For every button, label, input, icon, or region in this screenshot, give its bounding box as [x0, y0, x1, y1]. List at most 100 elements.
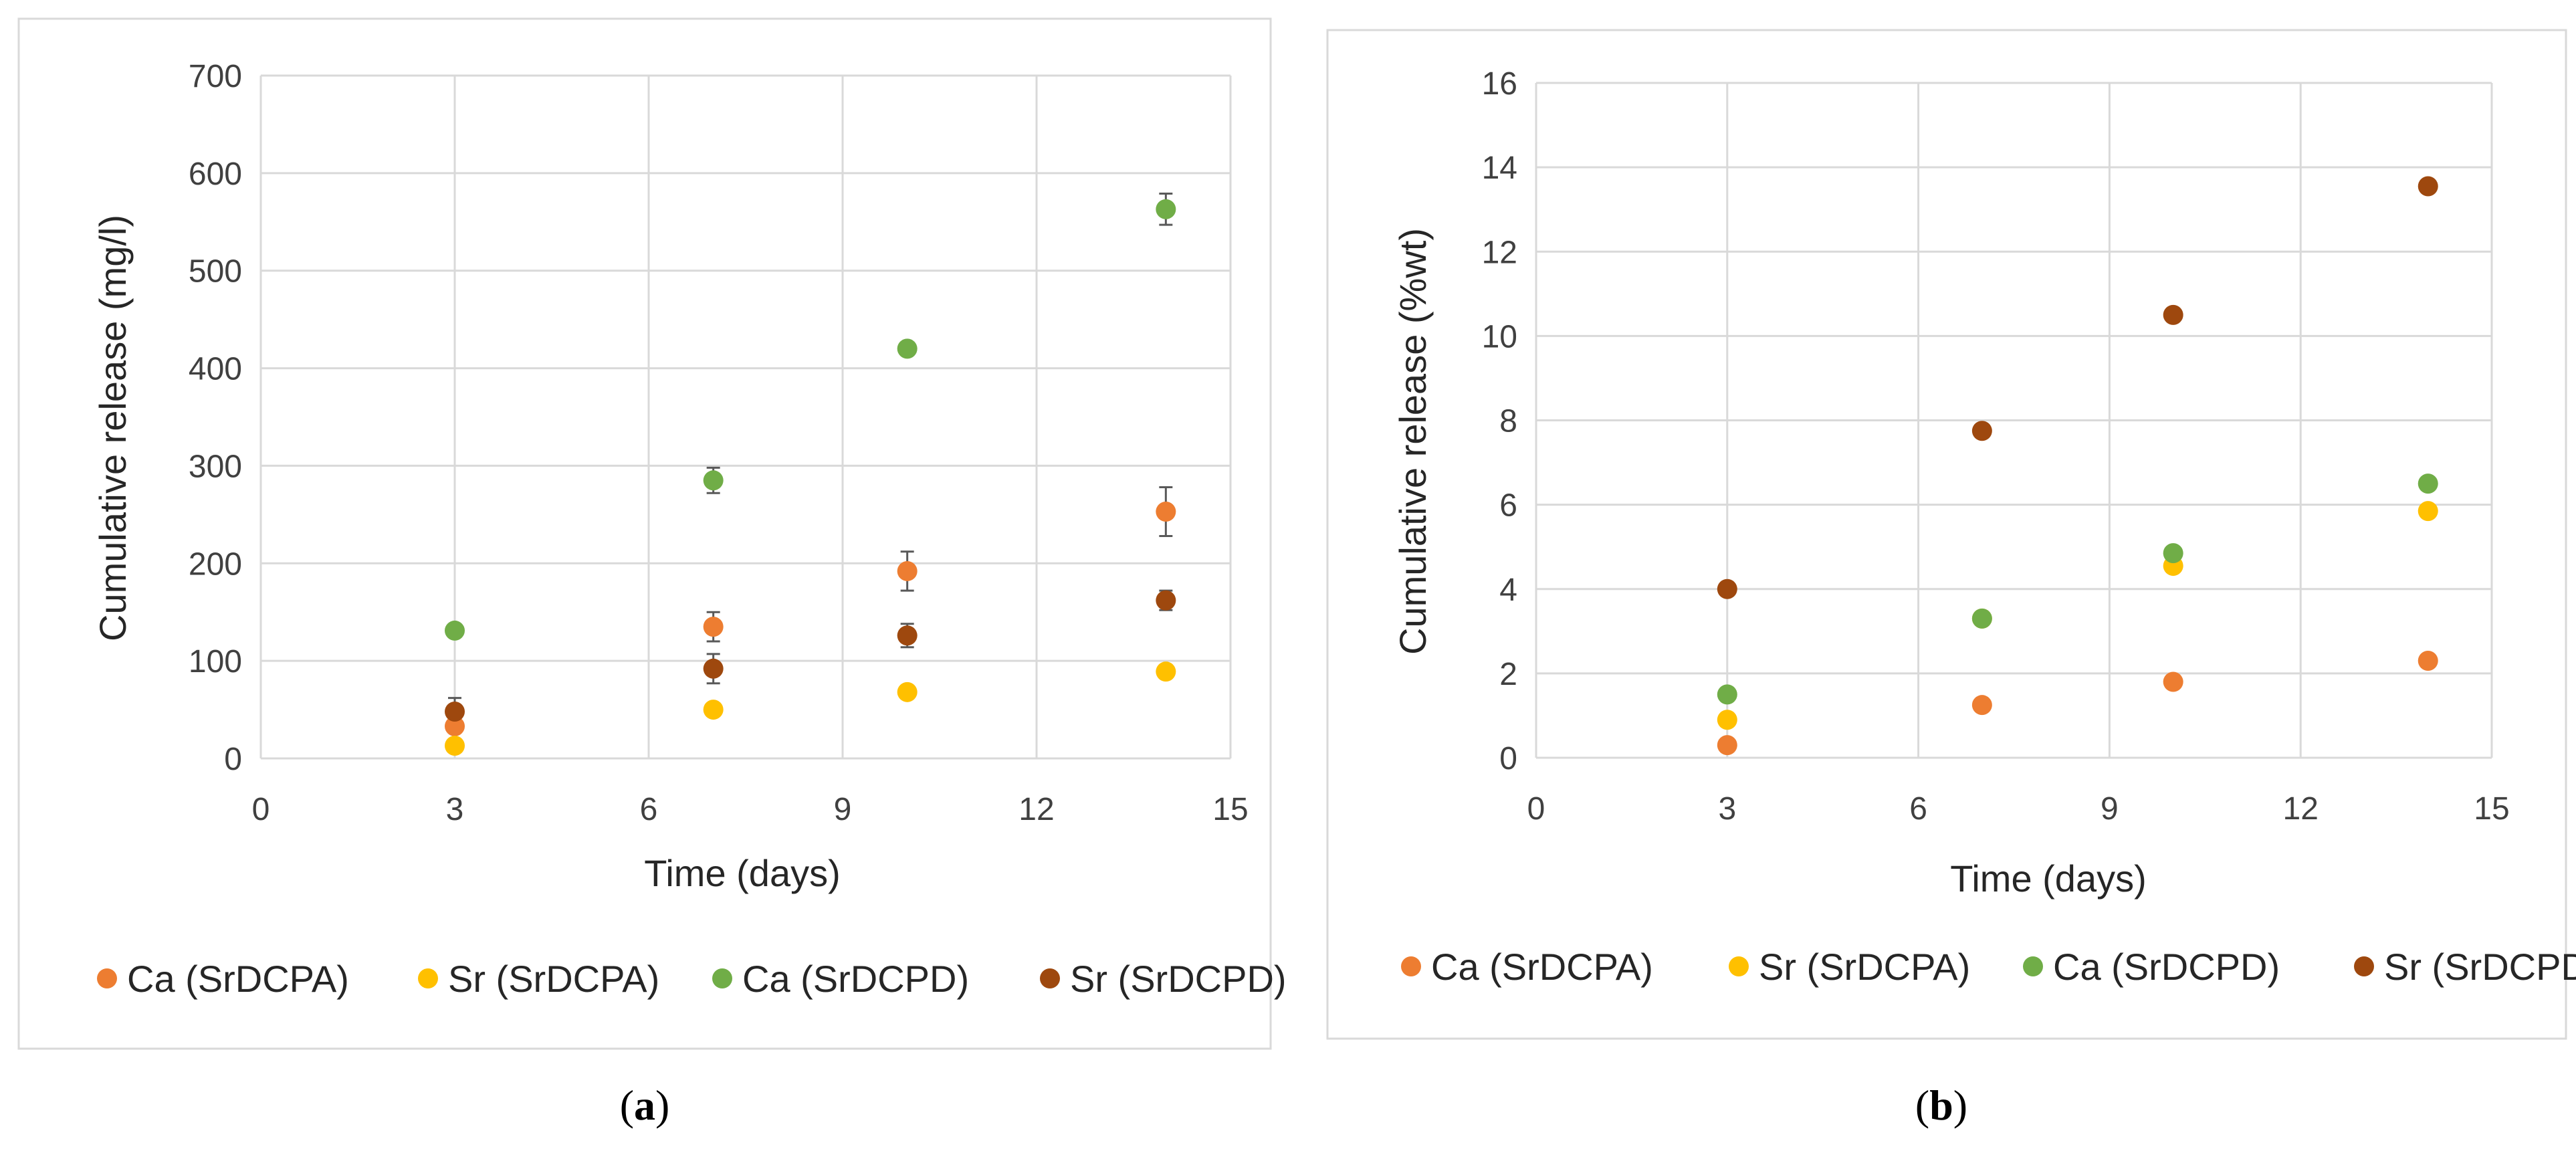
panel-a-legend-marker: [418, 968, 438, 988]
panel-b-y-tick-label: 6: [1499, 488, 1517, 524]
panel-a-x-ticks: 0 3 6 9 12 15: [252, 792, 1249, 827]
panel-a-legend: Ca (SrDCPA) Sr (SrDCPA) Ca (SrDCPD) Sr (SrD…: [97, 958, 1287, 1000]
panel-b-point-series-2: [1717, 684, 1737, 705]
panel-a-legend-label: Ca (SrDCPD): [742, 958, 969, 1000]
panel-b-caption-open: (: [1915, 1081, 1929, 1129]
panel-a-caption-close: ): [655, 1081, 669, 1129]
panel-b-point-series-3: [1717, 579, 1737, 599]
panel-a-y-tick-label: 700: [189, 59, 242, 94]
panel-a-caption-letter: a: [634, 1081, 655, 1129]
panel-b-point-series-1: [2418, 501, 2438, 522]
panel-a-y-tick-label: 0: [224, 742, 242, 777]
panel-a-point-series-1: [1156, 661, 1176, 682]
panel-a-y-tick-label: 100: [189, 644, 242, 679]
panel-a-point-series-1: [703, 700, 724, 720]
panel-b-x-tick-label: 12: [2283, 791, 2319, 827]
panel-a-point-series-0: [703, 617, 724, 637]
panel-a-legend-label: Sr (SrDCPD): [1070, 958, 1287, 1000]
panel-b-point-series-2: [1971, 608, 1992, 629]
panel-b-legend-marker: [2023, 956, 2043, 976]
panel-a: 0 3 6 9 12 15 0 100 200 300 400 500 600 700 Time (da…: [17, 17, 1287, 1129]
panel-a-point-series-0: [1156, 501, 1176, 522]
panel-b-caption: (b): [1915, 1081, 1967, 1129]
panel-b-point-series-2: [2418, 474, 2438, 494]
panel-b-caption-close: ): [1953, 1081, 1967, 1129]
panel-b-y-ticks: 0 2 4 6 8 10 12 14 16: [1482, 66, 1517, 776]
panel-a-y-tick-label: 400: [189, 352, 242, 387]
panel-b-point-series-1: [1717, 710, 1737, 730]
panel-a-x-tick-label: 0: [252, 792, 270, 827]
panel-b-x-tick-label: 15: [2474, 791, 2509, 827]
panel-b-x-ticks: 0 3 6 9 12 15: [1527, 791, 2510, 827]
panel-a-points: [445, 199, 1176, 756]
panel-a-x-axis-title: Time (days): [644, 852, 841, 894]
panel-b-y-tick-label: 4: [1499, 572, 1517, 608]
panel-b-point-series-3: [1971, 421, 1992, 441]
panel-a-point-series-3: [445, 701, 465, 722]
panel-b-caption-letter: b: [1929, 1081, 1953, 1129]
panel-b-legend-marker: [1401, 956, 1421, 976]
panel-a-legend-marker: [712, 968, 732, 988]
panel-b-y-tick-label: 10: [1482, 319, 1517, 354]
panel-a-point-series-0: [445, 716, 465, 736]
panel-b-point-series-0: [1971, 695, 1992, 716]
panel-a-grid: [259, 74, 1232, 760]
panel-b-legend-label: Sr (SrDCPD): [2384, 946, 2576, 988]
panel-b-grid: [1535, 82, 2493, 759]
panel-b-point-series-3: [2418, 176, 2438, 197]
panel-a-point-series-1: [897, 682, 918, 702]
panel-a-caption: (a): [620, 1081, 670, 1129]
panel-a-legend-marker: [97, 968, 117, 988]
panel-a-y-ticks: 0 100 200 300 400 500 600 700: [189, 59, 242, 777]
panel-a-point-series-3: [897, 625, 918, 646]
panel-a-x-tick-label: 12: [1018, 792, 1054, 827]
panel-b-point-series-0: [2418, 650, 2438, 671]
panel-b-legend-label: Ca (SrDCPA): [1431, 946, 1653, 988]
panel-b: 0 3 6 9 12 15 0 2 4 6 8 10 12 14 16 Time (days) Cumul…: [1326, 29, 2576, 1129]
panel-b-x-axis-title: Time (days): [1950, 857, 2147, 900]
panel-b-y-axis-title: Cumulative release (%wt): [1392, 228, 1434, 655]
panel-a-point-series-2: [445, 620, 465, 641]
panel-a-x-tick-label: 3: [446, 792, 464, 827]
panel-b-legend-marker: [1729, 956, 1749, 976]
panel-b-point-series-0: [1717, 735, 1737, 756]
panel-b-legend: Ca (SrDCPA) Sr (SrDCPA) Ca (SrDCPD) Sr (SrD…: [1401, 946, 2576, 988]
panel-a-x-tick-label: 9: [834, 792, 852, 827]
panel-a-point-series-2: [897, 338, 918, 359]
panel-b-points: [1717, 176, 2438, 756]
panel-a-point-series-0: [897, 560, 918, 581]
panel-a-point-series-1: [445, 736, 465, 756]
panel-b-x-tick-label: 0: [1527, 791, 1545, 827]
panel-b-y-tick-label: 2: [1499, 657, 1517, 692]
panel-b-point-series-2: [2163, 543, 2183, 564]
panel-b-y-tick-label: 0: [1499, 741, 1517, 776]
panel-a-y-tick-label: 600: [189, 156, 242, 192]
panel-b-y-tick-label: 14: [1482, 150, 1517, 186]
panel-a-y-axis-title: Cumulative release (mg/l): [92, 215, 134, 641]
panel-a-x-tick-label: 15: [1212, 792, 1248, 827]
panel-b-x-tick-label: 3: [1718, 791, 1736, 827]
panel-b-legend-label: Sr (SrDCPA): [1759, 946, 1970, 988]
panel-b-point-series-3: [2163, 304, 2183, 325]
panel-a-caption-open: (: [620, 1081, 634, 1129]
panel-a-y-tick-label: 300: [189, 449, 242, 484]
panel-b-x-tick-label: 9: [2101, 791, 2119, 827]
panel-a-legend-label: Sr (SrDCPA): [448, 958, 659, 1000]
panel-a-y-tick-label: 200: [189, 546, 242, 582]
panel-b-y-tick-label: 16: [1482, 66, 1517, 102]
panel-a-legend-marker: [1040, 968, 1060, 988]
panel-a-y-tick-label: 500: [189, 254, 242, 290]
panel-a-point-series-2: [703, 470, 724, 491]
panel-b-x-tick-label: 6: [1909, 791, 1927, 827]
panel-a-point-series-2: [1156, 199, 1176, 219]
panel-a-x-tick-label: 6: [640, 792, 658, 827]
panel-b-point-series-0: [2163, 671, 2183, 692]
panel-b-y-tick-label: 8: [1499, 404, 1517, 439]
panel-b-y-tick-label: 12: [1482, 235, 1517, 270]
panel-a-point-series-3: [1156, 590, 1176, 611]
panel-a-legend-label: Ca (SrDCPA): [127, 958, 349, 1000]
panel-b-frame: [1326, 29, 2567, 1040]
panel-a-point-series-3: [703, 658, 724, 679]
panel-b-legend-label: Ca (SrDCPD): [2053, 946, 2280, 988]
